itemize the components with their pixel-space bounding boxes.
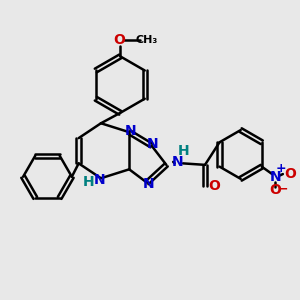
Text: +: + (276, 162, 286, 175)
Text: −: − (277, 182, 288, 195)
Text: O: O (269, 183, 281, 197)
Text: N: N (269, 170, 281, 184)
Text: N: N (147, 137, 159, 151)
Text: N: N (172, 155, 184, 169)
Text: N: N (94, 173, 105, 187)
Text: O: O (208, 179, 220, 193)
Text: O: O (284, 167, 296, 181)
Text: N: N (125, 124, 136, 138)
Text: H: H (83, 175, 94, 189)
Text: O: O (114, 33, 126, 47)
Text: H: H (178, 144, 189, 158)
Text: CH₃: CH₃ (136, 35, 158, 45)
Text: N: N (143, 177, 154, 191)
